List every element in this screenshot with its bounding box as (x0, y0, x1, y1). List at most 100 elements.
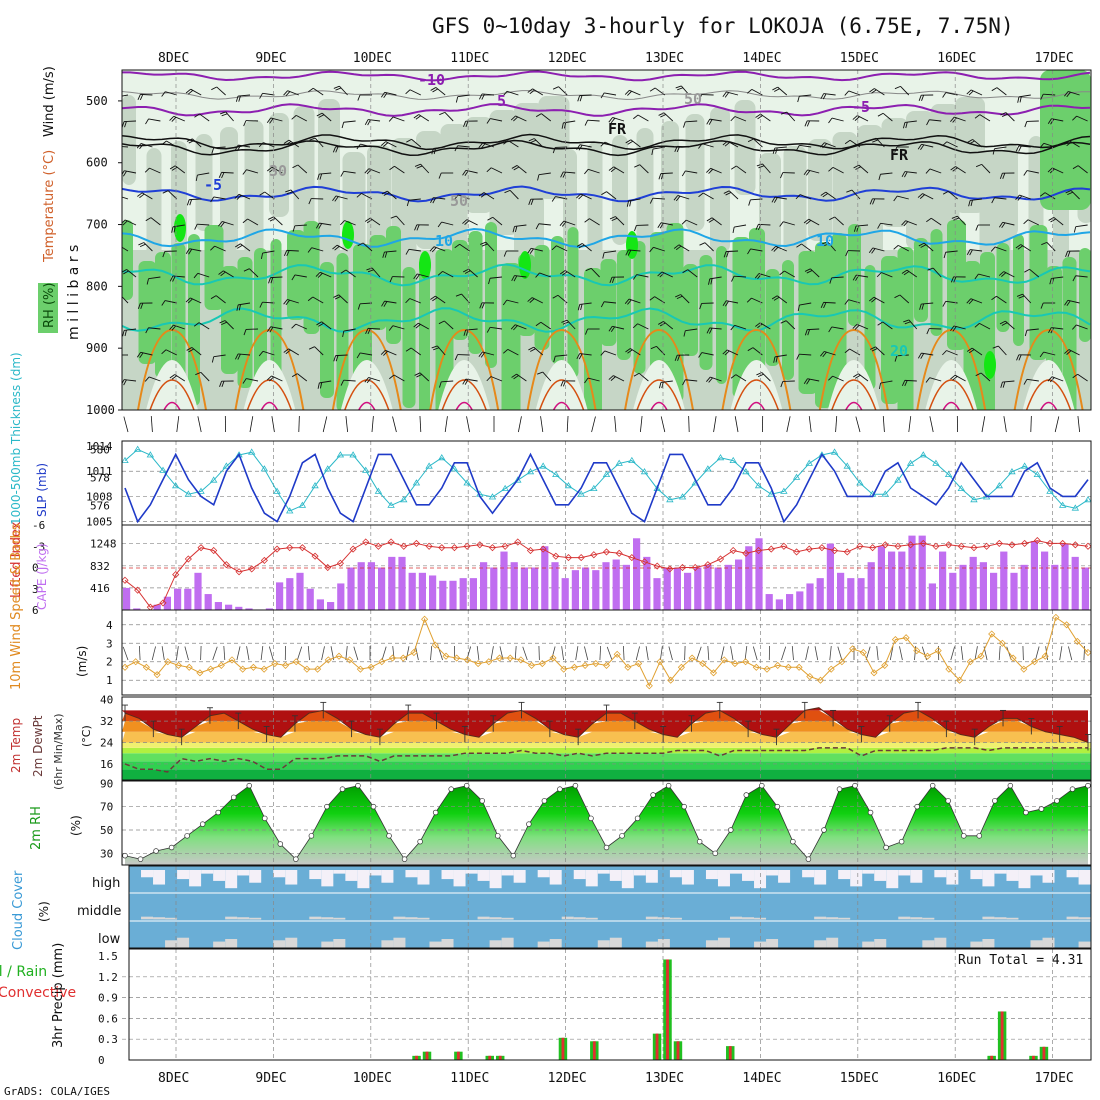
pressure-tick-label: 1000 (86, 403, 115, 417)
barb-flag (904, 321, 911, 325)
barb-flag (315, 222, 320, 229)
thickness-marker (805, 459, 813, 466)
barb-shaft (897, 195, 909, 200)
cape-bar (990, 572, 998, 610)
barb-flag (1072, 275, 1077, 282)
barb-flag (578, 144, 583, 151)
barb-flag (503, 140, 509, 145)
barb-shaft (506, 90, 519, 96)
cloud-mid-gap (645, 916, 658, 920)
barb-flag (537, 371, 543, 375)
rh-moist-patch (221, 266, 238, 374)
lifted-index-marker (235, 568, 243, 576)
cloud-high-gap (982, 870, 995, 887)
barb-shaft (312, 296, 324, 304)
lifted-index-marker (780, 542, 788, 550)
cloud-mid-gap (489, 917, 502, 920)
barb-flag (706, 376, 711, 382)
wind10m-marker (581, 661, 589, 670)
barb-flag (462, 219, 468, 224)
barb-flag (828, 117, 833, 124)
cloud-high-gap (309, 870, 322, 880)
cape-bar (1051, 564, 1059, 610)
barb-shaft (996, 87, 1007, 96)
rh2m-marker (277, 841, 284, 847)
barb-flag (413, 114, 419, 119)
rh2m-area (125, 785, 1088, 865)
barb-shaft (785, 320, 796, 330)
lifted-index-marker (488, 544, 497, 552)
cloud-high-gap (189, 870, 202, 887)
wind-legend-label: Wind (m/s) (42, 66, 57, 137)
thickness-marker (222, 462, 231, 469)
barb-flag (1066, 141, 1072, 147)
barb-flag (1002, 173, 1006, 179)
cloud-high-gap (489, 870, 502, 889)
barb-flag (433, 148, 437, 155)
barb-flag (724, 141, 730, 147)
barb-flag (285, 141, 292, 146)
barb-shaft (122, 246, 129, 252)
barb-flag (1015, 194, 1020, 200)
wind10m-marker (774, 661, 782, 670)
cloud-low-gap (321, 941, 334, 948)
barb-flag (144, 376, 150, 382)
barb-flag (871, 348, 878, 352)
cloud-high-label: high (92, 876, 120, 891)
barb-shaft (148, 118, 161, 122)
wind10m-tick-label: 2 (106, 656, 113, 669)
barb-flag (846, 189, 853, 193)
rh-saturated-spot (519, 251, 531, 279)
barb-flag (535, 321, 542, 327)
cloud-low-gap (225, 939, 238, 948)
barb-flag (894, 85, 901, 90)
barb-flag (722, 300, 727, 307)
barb-flag (1018, 354, 1022, 361)
barb-flag (559, 220, 565, 226)
wind10m-marker (324, 656, 332, 664)
cloud-high-gap (369, 870, 382, 876)
barb-flag (185, 88, 191, 94)
barb-flag (537, 174, 540, 181)
barb-shaft (556, 245, 568, 252)
barb-shaft (685, 328, 698, 332)
cloud-high-gap (669, 870, 682, 878)
barb-flag (927, 267, 934, 271)
barb-shaft (411, 138, 422, 148)
barb-flag (242, 378, 247, 384)
cloud-high-gap (333, 870, 346, 874)
rh2m-marker (1007, 782, 1014, 789)
rh2m-marker (168, 844, 175, 851)
barb-flag (139, 243, 146, 248)
thickness-marker (374, 487, 383, 494)
barb-flag (169, 165, 176, 170)
barb-flag (578, 244, 585, 249)
barb-flag (950, 276, 955, 283)
cloud-high-gap (141, 870, 154, 878)
barb-shaft (198, 322, 210, 330)
rh2m-marker (1085, 782, 1091, 789)
cloud-low-gap (657, 939, 670, 948)
pressure-tick-label: 900 (86, 341, 108, 355)
rh2m-marker (759, 782, 765, 789)
barb-flag (478, 351, 483, 357)
barb-shaft (707, 646, 710, 661)
cape-bar (388, 556, 396, 610)
barb-flag (1017, 96, 1020, 103)
contour-minus10 (122, 70, 1091, 82)
precip-conv-bar (990, 1055, 994, 1060)
lifted-index-marker (793, 548, 801, 556)
wind10m-marker (271, 660, 279, 668)
barb-flag (828, 326, 833, 333)
barb-flag (901, 220, 906, 226)
contour-30 (246, 379, 293, 410)
barb-flag (966, 249, 971, 256)
thickness-marker (133, 445, 142, 452)
barb-flag (772, 86, 778, 91)
barb-flag (578, 194, 584, 200)
barb-flag (730, 116, 736, 122)
barb-flag (124, 330, 127, 337)
barb-flag (722, 91, 727, 97)
barb-flag (974, 323, 980, 328)
